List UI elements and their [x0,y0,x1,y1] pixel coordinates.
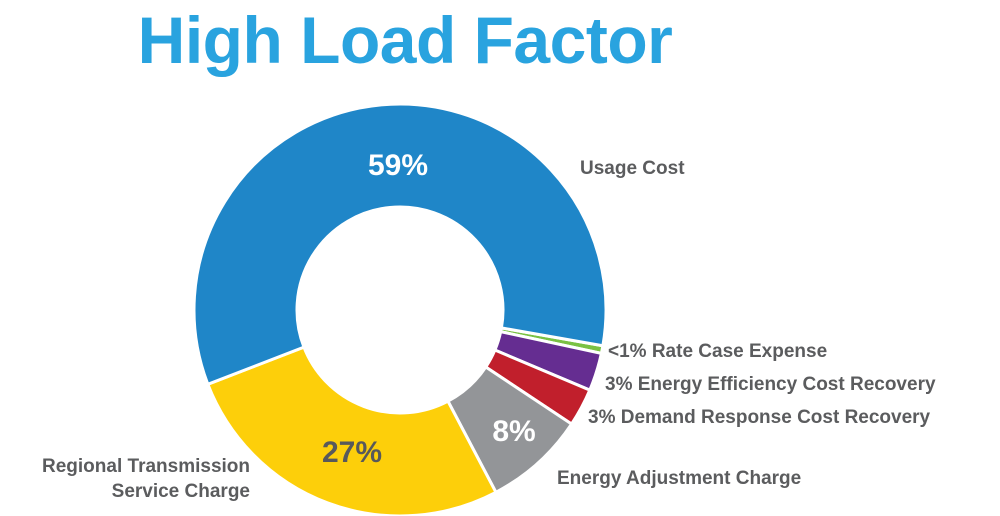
chart-title: High Load Factor [137,3,673,77]
legend-rate-case-expense: <1% Rate Case Expense [608,341,828,362]
legend-regional-transmission-line1: Regional Transmission [42,456,250,477]
energy-adjustment-pct-label: 8% [492,415,536,448]
donut-slice-regional-transmission-service-charge [205,345,498,516]
legend-energy-adjustment: Energy Adjustment Charge [557,468,802,489]
legend-demand-response: 3% Demand Response Cost Recovery [588,407,931,428]
legend-energy-efficiency: 3% Energy Efficiency Cost Recovery [605,374,936,395]
legend-usage-cost: Usage Cost [580,158,685,179]
legend-regional-transmission-line2: Service Charge [111,481,250,502]
usage-cost-pct-label: 59% [367,149,429,182]
regional-transmission-pct-label: 27% [321,436,383,469]
donut-slice-usage-cost [192,102,608,387]
